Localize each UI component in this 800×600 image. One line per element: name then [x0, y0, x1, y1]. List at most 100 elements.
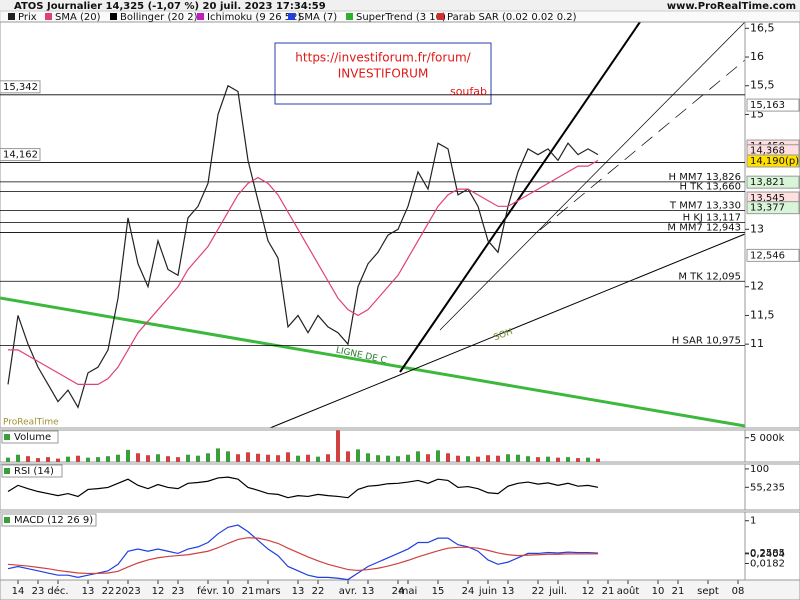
volume-bar — [416, 451, 420, 462]
x-tick-label: mai — [399, 586, 418, 597]
volume-bar — [76, 455, 80, 462]
x-tick-label: 2023 — [115, 586, 140, 597]
legend-swatch — [45, 13, 52, 20]
volume-bar — [96, 457, 100, 462]
x-tick-label: 08 — [732, 586, 745, 597]
x-tick-label: 24 — [392, 586, 405, 597]
price-label-box — [746, 98, 800, 112]
level-label-box — [0, 80, 41, 94]
legend-label: SuperTrend (3 10) — [356, 12, 446, 23]
y-tick-label: 0,2404 — [750, 549, 785, 560]
legend-swatch — [346, 13, 353, 20]
volume-bar — [596, 458, 600, 462]
series-line — [7, 84, 599, 409]
x-tick-label: 13 — [82, 586, 95, 597]
x-tick-label: 23 — [32, 586, 45, 597]
volume-bar — [226, 451, 230, 462]
volume-bar — [426, 454, 430, 462]
legend-label: Ichimoku (9 26 52) — [207, 12, 301, 23]
note-text: https://investiforum.fr/forum/ — [295, 51, 471, 65]
volume-bar — [286, 452, 290, 462]
panel-title: RSI (14) — [14, 466, 54, 477]
volume-bar — [336, 430, 340, 462]
y-tick-label: 15,5 — [750, 79, 775, 92]
header-bar — [0, 0, 800, 11]
header-title: ATOS Journalier 14,325 (-1,07 %) 20 juil… — [14, 1, 326, 12]
y-tick-label: 12 — [750, 280, 764, 293]
volume-bar — [536, 457, 540, 462]
level-label: H MM7 13,826 — [669, 172, 742, 183]
volume-bar — [486, 455, 490, 462]
x-tick-label: 22 — [312, 586, 325, 597]
volume-bar — [496, 455, 500, 462]
panel-title-box — [1, 430, 59, 444]
series-line — [7, 524, 599, 581]
volume-bar — [276, 455, 280, 462]
y-tick-label: 5 000k — [750, 433, 785, 444]
volume-bar — [216, 448, 220, 462]
volume-bar — [136, 453, 140, 462]
volume-bar — [446, 453, 450, 462]
legend-label: Prix — [18, 12, 37, 23]
y-axis — [744, 511, 800, 581]
volume-bar — [196, 455, 200, 462]
series-line — [8, 159, 599, 385]
trend-line — [439, 21, 746, 331]
price-label: 13,821 — [750, 177, 785, 188]
legend-swatch — [110, 13, 117, 20]
volume-bar — [346, 451, 350, 462]
legend-swatch — [8, 13, 15, 20]
x-tick-label: avr. — [339, 586, 357, 597]
note-text: soufab — [450, 85, 487, 98]
y-tick-label: 11,5 — [750, 308, 775, 321]
trend-line — [539, 59, 746, 231]
volume-bar — [436, 450, 440, 462]
y-axis — [744, 21, 800, 429]
x-tick-label: 15 — [432, 586, 445, 597]
volume-bar — [476, 456, 480, 462]
volume-bar — [576, 458, 580, 462]
panel-title-box — [1, 464, 63, 478]
note-box — [274, 42, 492, 105]
level-label: 14,162 — [3, 150, 38, 161]
volume-bar — [46, 457, 50, 462]
level-label: H KJ 13,117 — [683, 213, 741, 224]
y-tick-label: 16 — [750, 50, 764, 63]
x-tick-label: déc. — [47, 585, 68, 597]
level-label: M MM7 12,943 — [667, 223, 741, 234]
volume-bar — [506, 454, 510, 462]
volume-bar — [106, 456, 110, 462]
volume-bar — [306, 454, 310, 462]
panel-title-box — [1, 513, 97, 527]
volume-bar — [86, 457, 90, 462]
x-tick-label: 22 — [532, 586, 545, 597]
x-tick-label: 12 — [582, 586, 595, 597]
volume-bar — [6, 457, 10, 462]
x-tick-label: 10 — [222, 586, 235, 597]
x-tick-label: 22 — [102, 586, 115, 597]
legend-swatch — [197, 13, 204, 20]
volume-bar — [356, 449, 360, 462]
volume-bar — [516, 454, 520, 462]
volume-bar — [176, 457, 180, 462]
level-label: T MM7 13,330 — [669, 200, 741, 211]
volume-bar — [376, 455, 380, 462]
trend-line — [269, 233, 746, 429]
y-tick-label: 100 — [750, 464, 769, 475]
volume-bar — [386, 455, 390, 462]
x-tick-label: 13 — [292, 586, 305, 597]
volume-bar — [126, 449, 130, 462]
price-label-box — [746, 201, 800, 215]
y-tick-label: 0,0182 — [750, 559, 785, 570]
level-label: H SAR 10,975 — [672, 336, 741, 347]
y-tick-label: 1 — [750, 516, 756, 527]
volume-bar — [586, 457, 590, 462]
header-site: www.ProRealTime.com — [667, 1, 796, 12]
x-tick-label: août — [617, 585, 640, 597]
price-label-box — [746, 154, 800, 168]
volume-bar — [116, 454, 120, 462]
legend-label: SMA (7) — [298, 12, 337, 23]
volume-bar — [36, 458, 40, 462]
